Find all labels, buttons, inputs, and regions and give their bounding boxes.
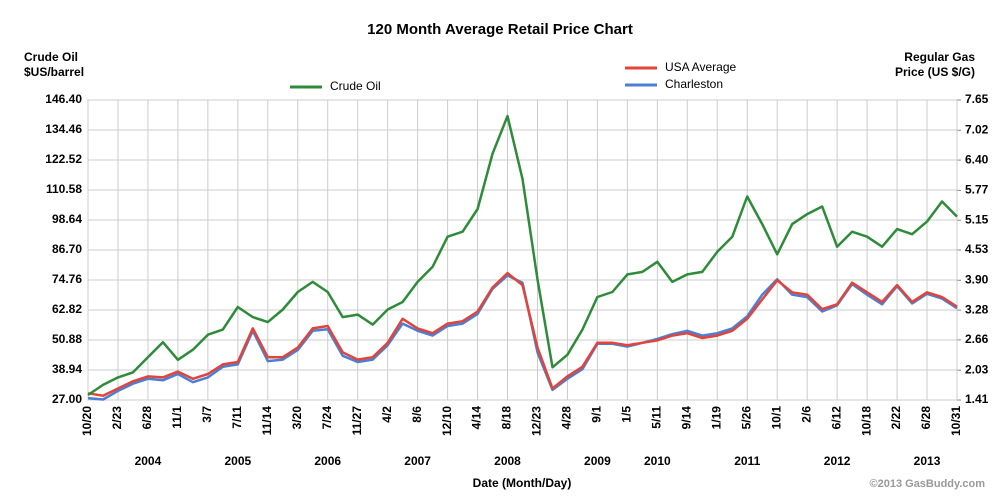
x-tick-label: 2/23: [110, 406, 124, 430]
x-tick-label: 11/1: [170, 406, 184, 429]
legend-label: Crude Oil: [330, 79, 381, 93]
y-tick-label: 27.00: [52, 392, 82, 406]
x-tick-label: 3/20: [290, 406, 304, 430]
year-label: 2008: [494, 454, 521, 468]
year-label: 2006: [314, 454, 341, 468]
x-tick-label: 9/14: [679, 406, 693, 430]
x-tick-label: 5/26: [739, 406, 753, 430]
y-tick-label: 62.82: [52, 302, 82, 316]
year-label: 2009: [584, 454, 611, 468]
x-tick-label: 6/28: [919, 406, 933, 430]
y-tick-label: 98.64: [52, 212, 82, 226]
x-tick-label: 10/31: [949, 406, 963, 436]
y-tick-label: 74.76: [52, 272, 82, 286]
x-tick-label: 6/12: [829, 406, 843, 430]
y2-tick-label: 7.02: [965, 122, 989, 136]
y-tick-label: 122.52: [45, 152, 82, 166]
y-tick-label: 86.70: [52, 242, 82, 256]
x-tick-label: 10/1: [769, 406, 783, 430]
x-tick-label: 8/18: [500, 406, 514, 430]
y2-tick-label: 5.77: [965, 183, 989, 197]
y-tick-label: 134.46: [45, 122, 82, 136]
x-tick-label: 1/5: [620, 406, 634, 423]
y2-tick-label: 7.65: [965, 92, 989, 106]
y2-tick-label: 4.53: [965, 242, 989, 256]
x-tick-label: 11/14: [260, 406, 274, 436]
y-tick-label: 38.94: [52, 362, 82, 376]
x-tick-label: 10/20: [80, 406, 94, 436]
year-label: 2011: [734, 454, 760, 468]
x-tick-label: 11/27: [350, 406, 364, 436]
x-tick-label: 7/24: [320, 406, 334, 430]
x-tick-label: 6/28: [140, 406, 154, 430]
y-tick-label: 50.88: [52, 332, 82, 346]
year-label: 2005: [224, 454, 251, 468]
x-tick-label: 4/2: [380, 406, 394, 423]
x-tick-label: 12/23: [530, 406, 544, 436]
y2-axis-label: Regular Gas: [904, 50, 975, 64]
year-label: 2010: [644, 454, 671, 468]
year-label: 2004: [135, 454, 162, 468]
y2-tick-label: 3.90: [965, 272, 989, 286]
series-line: [87, 114, 958, 397]
legend-label: Charleston: [665, 77, 723, 91]
series-line: [87, 271, 958, 397]
y2-tick-label: 5.15: [965, 212, 989, 226]
x-tick-label: 2/6: [799, 406, 813, 423]
y2-axis-label: Price (US $/G): [895, 65, 975, 79]
x-axis-label: Date (Month/Day): [473, 476, 572, 490]
y2-tick-label: 1.41: [965, 392, 989, 406]
x-tick-label: 1/19: [709, 406, 723, 430]
x-tick-label: 4/28: [560, 406, 574, 430]
y-tick-label: 110.58: [46, 182, 82, 196]
x-tick-label: 10/18: [859, 406, 873, 436]
x-tick-label: 3/7: [200, 406, 214, 423]
x-tick-label: 8/6: [410, 406, 424, 423]
chart-title: 120 Month Average Retail Price Chart: [367, 21, 633, 38]
x-tick-label: 7/11: [230, 406, 244, 429]
x-tick-label: 5/11: [650, 406, 664, 429]
x-tick-label: 9/1: [590, 406, 604, 423]
legend-label: USA Average: [665, 60, 736, 74]
series-line: [87, 274, 958, 401]
y-tick-label: 146.40: [45, 92, 82, 106]
x-tick-label: 2/22: [889, 406, 903, 430]
year-label: 2013: [914, 454, 941, 468]
x-tick-label: 4/14: [470, 406, 484, 430]
copyright: ©2013 GasBuddy.com: [870, 478, 986, 490]
year-label: 2012: [824, 454, 851, 468]
y2-tick-label: 2.66: [965, 332, 989, 346]
y2-tick-label: 2.03: [965, 362, 989, 376]
y2-tick-label: 3.28: [965, 302, 989, 316]
year-label: 2007: [404, 454, 431, 468]
y-axis-label: Crude Oil: [24, 50, 78, 64]
y-axis-label: $US/barrel: [24, 65, 84, 79]
x-tick-label: 12/10: [440, 406, 454, 436]
y2-tick-label: 6.40: [965, 152, 989, 166]
